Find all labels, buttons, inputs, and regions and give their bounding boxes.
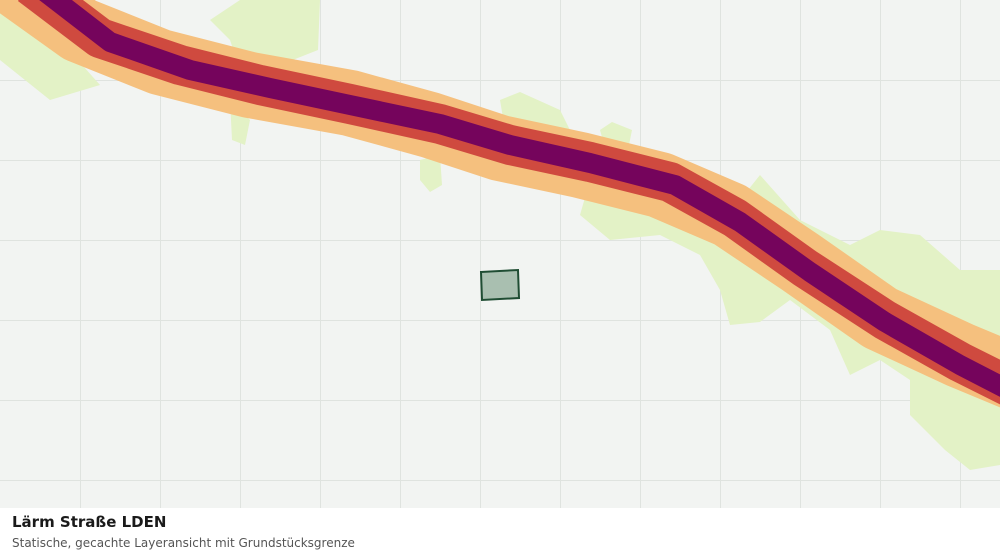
layer-title: Lärm Straße LDEN: [12, 513, 167, 531]
noise-zone-very-high: [39, 0, 1000, 397]
noise-bands: [0, 0, 1000, 408]
parcel-boundary: [479, 268, 521, 302]
layer-subtitle: Statische, gecachte Layeransicht mit Gru…: [12, 536, 355, 550]
map: [0, 0, 1000, 508]
